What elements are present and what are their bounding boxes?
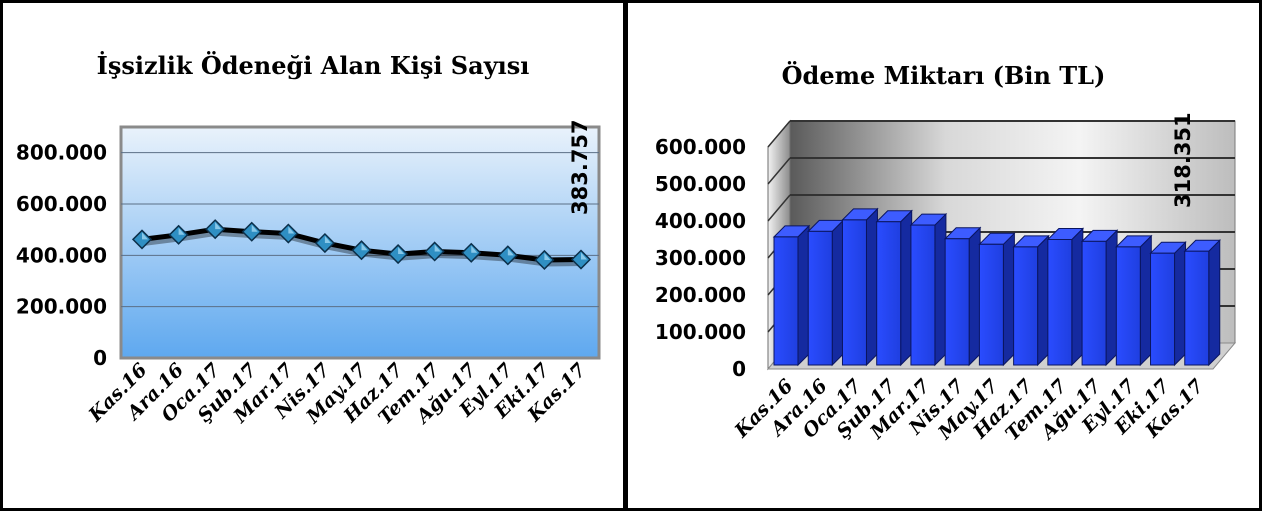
data-label: 318.351 <box>1171 112 1195 208</box>
data-point-highlight <box>251 224 258 232</box>
bar-side <box>797 224 810 367</box>
data-point-highlight <box>142 232 148 240</box>
y-tick-label: 0 <box>93 346 107 370</box>
gridline <box>767 120 791 148</box>
bar <box>876 221 902 366</box>
bar <box>1047 239 1073 366</box>
y-tick-label: 600.000 <box>16 192 107 216</box>
data-point-highlight <box>324 236 331 244</box>
data-point-highlight <box>507 248 514 256</box>
gridline <box>767 157 791 185</box>
bar-side <box>1002 232 1015 367</box>
y-tick-label: 300.000 <box>655 246 746 270</box>
bar-side <box>968 226 981 367</box>
bar-side <box>1208 239 1221 367</box>
bar-side <box>934 212 947 367</box>
line-chart-panel: İşsizlik Ödeneği Alan Kişi Sayısı 0 200.0… <box>0 0 625 511</box>
bar-side <box>1174 240 1187 367</box>
bar <box>1013 246 1039 366</box>
bar <box>841 219 867 366</box>
bar-chart: 0 100.000 200.000 300.000 400.000 500.000 600.… <box>655 112 1237 445</box>
data-point-highlight <box>361 243 368 251</box>
bar <box>944 238 970 366</box>
y-tick-label: 0 <box>732 357 746 381</box>
line-chart-title: İşsizlik Ödeneği Alan Kişi Sayısı <box>96 51 530 80</box>
bar <box>1184 250 1210 366</box>
bar-side <box>865 207 878 367</box>
y-tick-label: 600.000 <box>655 135 746 159</box>
bar <box>773 236 799 366</box>
bar <box>978 243 1004 366</box>
bar <box>807 230 833 366</box>
y-tick-label: 200.000 <box>16 295 107 319</box>
y-tick-label: 400.000 <box>655 209 746 233</box>
data-point-highlight <box>398 247 405 255</box>
data-point <box>351 240 372 261</box>
bar-chart-panel: Ödeme Miktarı (Bin TL) 0 100.000 200.000 30… <box>625 0 1262 511</box>
y-tick-label: 500.000 <box>655 172 746 196</box>
data-point-highlight <box>215 222 222 230</box>
data-point-highlight <box>288 226 295 234</box>
data-point-highlight <box>544 252 551 260</box>
line-chart: 0200.000400.000600.000800.000Kas.16Ara.1… <box>16 119 601 429</box>
y-tick-label: 100.000 <box>655 320 746 344</box>
bar <box>1115 246 1141 366</box>
y-tick-label: 200.000 <box>655 283 746 307</box>
bar <box>1081 240 1107 366</box>
bar-side <box>831 219 844 367</box>
bar-side <box>1071 227 1084 367</box>
bar-side <box>1139 234 1152 367</box>
bar-side <box>1105 229 1118 367</box>
bar <box>1150 252 1176 366</box>
gridline <box>767 194 791 222</box>
bar-chart-title: Ödeme Miktarı (Bin TL) <box>781 61 1106 90</box>
data-point-highlight <box>471 245 478 253</box>
data-point-highlight <box>178 227 185 235</box>
bar-side <box>900 209 913 367</box>
bar-side <box>1037 234 1050 367</box>
y-tick-label: 400.000 <box>16 243 107 267</box>
bar <box>910 224 936 366</box>
data-point <box>497 245 518 266</box>
data-point-highlight <box>434 244 441 252</box>
data-point-highlight <box>581 252 587 260</box>
data-label: 383.757 <box>568 119 592 215</box>
y-tick-label: 800.000 <box>16 141 107 165</box>
